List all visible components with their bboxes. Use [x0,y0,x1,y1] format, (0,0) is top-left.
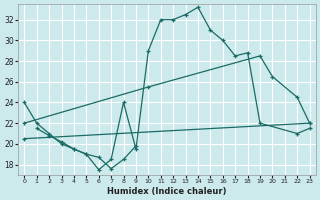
X-axis label: Humidex (Indice chaleur): Humidex (Indice chaleur) [107,187,227,196]
